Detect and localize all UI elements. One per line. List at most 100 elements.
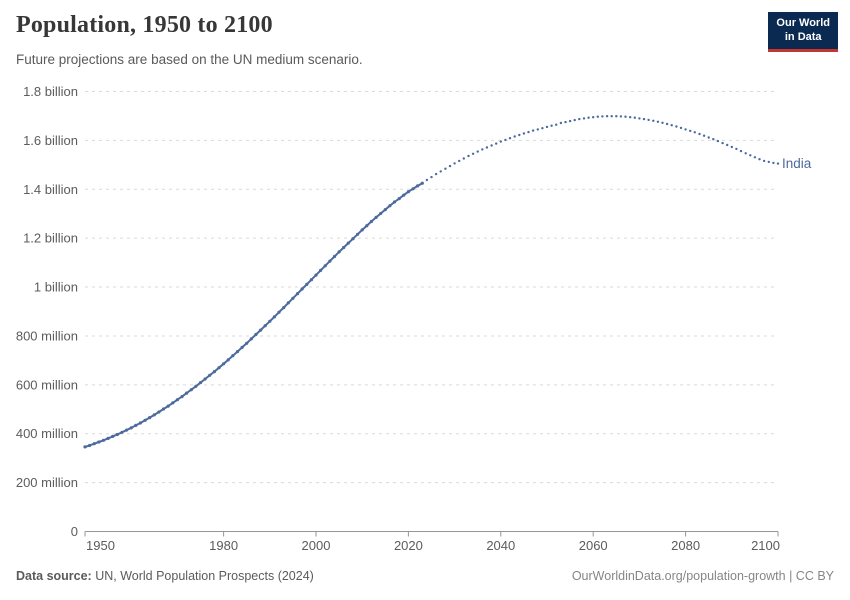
projection-data-point <box>615 115 618 118</box>
estimate-data-point <box>388 204 392 208</box>
projection-data-point <box>444 167 447 170</box>
projection-data-point <box>744 152 747 155</box>
estimate-data-point <box>115 432 119 437</box>
owid-logo-line2: in Data <box>784 30 822 43</box>
estimate-data-point <box>397 197 401 201</box>
estimate-data-point <box>161 407 166 411</box>
estimate-data-point <box>277 310 281 314</box>
projection-data-point <box>633 116 636 119</box>
estimate-data-point <box>101 438 106 442</box>
projection-data-point <box>661 121 664 125</box>
estimate-data-point <box>212 370 216 374</box>
projection-data-point <box>485 146 489 149</box>
projection-data-point <box>665 122 669 126</box>
estimate-data-point <box>286 301 290 305</box>
projection-data-point <box>610 115 613 118</box>
estimate-data-point <box>259 328 263 332</box>
projection-data-point <box>527 130 530 134</box>
estimate-data-point <box>88 443 92 448</box>
projection-data-point <box>578 117 581 121</box>
estimate-data-point <box>332 254 337 259</box>
projection-data-point <box>467 154 470 158</box>
estimate-data-point <box>268 319 272 323</box>
y-tick-label: 1.8 billion <box>23 84 78 99</box>
estimate-data-point <box>106 436 110 440</box>
projection-data-point <box>730 145 733 149</box>
projection-data-point <box>707 136 710 139</box>
estimate-data-point <box>143 418 147 422</box>
estimate-data-point <box>185 391 189 395</box>
projection-data-point <box>490 144 493 147</box>
estimate-data-point <box>365 224 369 228</box>
estimate-data-point <box>300 287 304 291</box>
projection-data-point <box>652 119 655 123</box>
projection-data-point <box>689 129 692 133</box>
y-tick-label: 400 million <box>16 426 78 441</box>
estimate-data-point <box>152 413 156 417</box>
estimate-data-point <box>189 388 193 392</box>
estimate-data-point <box>175 398 179 402</box>
estimate-data-point <box>198 381 203 385</box>
estimate-data-point <box>83 445 87 449</box>
entity-label-india[interactable]: India <box>782 156 812 171</box>
x-tick-label: 1980 <box>209 538 238 553</box>
estimate-data-point <box>314 273 318 277</box>
projection-data-point <box>726 143 729 147</box>
projection-data-point <box>439 170 442 173</box>
y-tick-label: 1.2 billion <box>23 231 78 246</box>
estimate-data-point <box>245 341 249 345</box>
projection-data-point <box>776 162 780 165</box>
y-tick-label: 1.6 billion <box>23 133 78 148</box>
projection-data-point <box>642 117 646 121</box>
estimate-data-point <box>411 187 415 191</box>
projection-data-point <box>513 135 516 138</box>
x-tick-label: 1950 <box>86 538 115 553</box>
x-tick-label: 2100 <box>751 538 780 553</box>
estimate-data-point <box>263 324 267 328</box>
projection-data-point <box>624 115 627 118</box>
projection-data-point <box>753 156 757 159</box>
owid-logo[interactable]: Our World in Data <box>768 12 838 52</box>
estimate-data-point <box>402 193 406 197</box>
projection-data-point <box>670 124 673 127</box>
estimate-data-point <box>406 190 410 194</box>
projection-data-point <box>675 125 678 128</box>
estimate-data-point <box>203 377 207 381</box>
estimate-data-point <box>180 395 184 399</box>
projection-data-point <box>476 150 479 153</box>
estimate-data-point <box>392 200 397 204</box>
projection-data-point <box>605 115 609 118</box>
estimate-data-point <box>328 259 332 263</box>
x-tick-label: 2060 <box>579 538 608 553</box>
projection-data-point <box>550 124 553 127</box>
estimate-data-point <box>249 337 253 341</box>
estimate-data-point <box>309 278 313 282</box>
y-tick-label: 800 million <box>16 328 78 343</box>
license-note[interactable]: OurWorldinData.org/population-growth | C… <box>571 569 834 583</box>
x-tick-label: 2000 <box>302 538 331 553</box>
projection-data-point <box>739 149 743 153</box>
projection-data-point <box>555 123 558 126</box>
estimate-data-point <box>138 421 142 425</box>
y-tick-label: 200 million <box>16 475 78 490</box>
y-tick-label: 0 <box>71 524 78 539</box>
projection-data-point <box>601 115 604 118</box>
estimate-data-point <box>291 296 295 300</box>
estimate-data-point <box>171 401 175 405</box>
data-source-text: UN, World Population Prospects (2024) <box>91 569 314 583</box>
estimate-data-point <box>134 423 138 427</box>
projection-data-point <box>647 118 650 122</box>
projection-data-point <box>536 128 539 131</box>
estimate-data-point <box>111 434 115 438</box>
projection-data-point <box>638 117 641 120</box>
projection-data-point <box>767 160 770 164</box>
estimate-data-point <box>157 410 161 414</box>
estimate-data-point <box>125 428 129 432</box>
projection-data-point <box>592 116 595 119</box>
projection-data-point <box>430 175 433 179</box>
estimate-data-point <box>92 442 96 446</box>
projection-data-point <box>758 158 761 161</box>
estimate-data-point <box>120 430 124 434</box>
projection-data-point <box>421 182 424 185</box>
